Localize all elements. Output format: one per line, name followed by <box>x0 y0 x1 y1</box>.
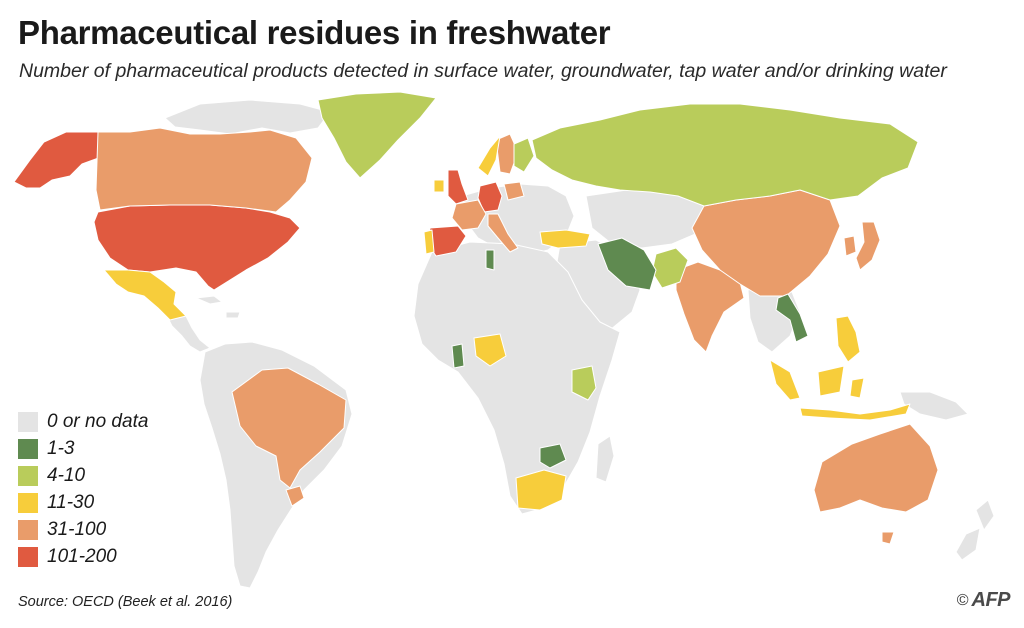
region-turkey <box>539 229 591 249</box>
region-ireland <box>433 179 445 193</box>
land-north-canada-islands <box>164 99 331 135</box>
legend-item-4-10: 4-10 <box>18 462 148 489</box>
legend-label-11-30: 11-30 <box>47 491 95 513</box>
legend-item-none: 0 or no data <box>18 408 148 435</box>
source-note: Source: OECD (Beek et al. 2016) <box>18 594 233 610</box>
region-uruguay <box>285 485 305 507</box>
region-canada <box>95 127 313 213</box>
region-uk <box>447 169 469 205</box>
region-tasmania <box>881 531 895 545</box>
region-tunisia <box>485 249 495 271</box>
land-new-guinea <box>899 391 969 421</box>
legend-swatch-31-100 <box>18 519 38 540</box>
region-portugal <box>423 229 435 255</box>
region-greenland <box>317 91 437 179</box>
region-nigeria <box>473 333 507 367</box>
legend-label-101-200: 101-200 <box>47 545 117 567</box>
legend-swatch-11-30 <box>18 492 38 513</box>
legend-item-1-3: 1-3 <box>18 435 148 462</box>
land-madagascar <box>595 435 615 483</box>
legend-label-4-10: 4-10 <box>47 464 86 486</box>
region-finland <box>513 137 535 173</box>
land-central-america <box>167 315 211 353</box>
region-japan <box>855 221 881 271</box>
region-italy <box>487 213 519 253</box>
region-south-africa <box>515 469 567 511</box>
map-title: Pharmaceutical residues in freshwater <box>18 14 611 51</box>
afp-credit: © AFP <box>956 589 1011 612</box>
legend-item-31-100: 31-100 <box>18 516 148 543</box>
region-brazil <box>231 367 347 489</box>
region-indonesia <box>769 359 911 421</box>
region-philippines <box>835 315 861 363</box>
region-poland <box>503 181 525 201</box>
region-ghana <box>451 343 465 369</box>
region-mexico <box>103 269 187 321</box>
legend-swatch-none <box>18 411 38 432</box>
land-caribbean <box>195 295 241 319</box>
region-south-korea <box>843 235 857 257</box>
legend-label-31-100: 31-100 <box>47 518 107 540</box>
region-france <box>451 199 487 231</box>
region-germany <box>477 181 503 213</box>
region-india <box>675 261 745 353</box>
legend-item-11-30: 11-30 <box>18 489 148 516</box>
land-new-zealand <box>955 499 995 561</box>
region-vietnam <box>775 293 809 343</box>
legend-swatch-101-200 <box>18 546 38 567</box>
region-russia <box>531 103 919 207</box>
region-kenya <box>571 365 597 401</box>
copyright-symbol: © <box>956 591 969 609</box>
region-norway <box>477 135 501 177</box>
legend-item-101-200: 101-200 <box>18 543 148 570</box>
legend-label-none: 0 or no data <box>47 410 149 432</box>
legend-label-1-3: 1-3 <box>47 437 75 459</box>
map-subtitle: Number of pharmaceutical products detect… <box>19 60 947 82</box>
legend-swatch-4-10 <box>18 465 38 486</box>
world-map <box>13 91 995 588</box>
region-zimbabwe <box>539 443 567 469</box>
region-iran <box>597 237 657 291</box>
legend-swatch-1-3 <box>18 438 38 459</box>
map-legend: 0 or no data 1-3 4-10 11-30 31-100 101-2… <box>18 408 148 570</box>
region-australia <box>813 423 939 513</box>
afp-logo: AFP <box>971 589 1011 611</box>
